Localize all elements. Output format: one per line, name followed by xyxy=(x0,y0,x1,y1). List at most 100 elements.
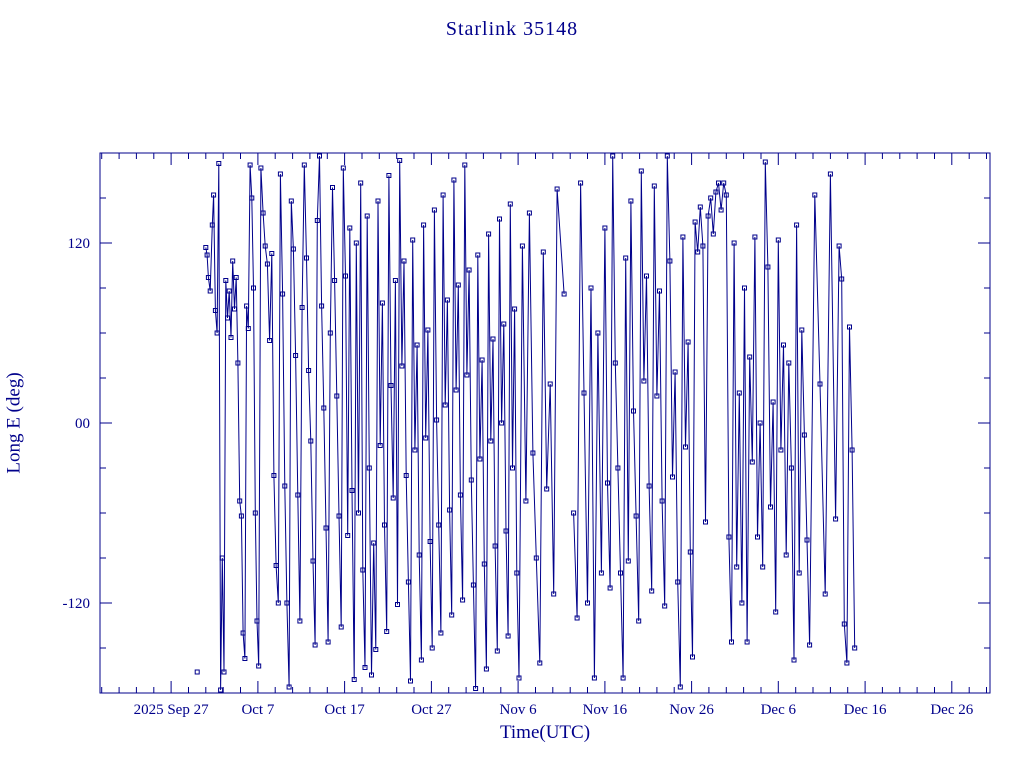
data-point-marker xyxy=(252,510,258,516)
x-tick-label: Nov 16 xyxy=(583,702,628,718)
data-point-marker xyxy=(405,579,411,585)
data-point-marker xyxy=(212,308,218,313)
data-point-marker xyxy=(308,438,314,444)
data-point-marker xyxy=(773,609,779,615)
data-point-marker xyxy=(334,393,340,399)
data-point-marker xyxy=(791,657,797,663)
data-point-marker xyxy=(366,465,372,471)
data-point-marker xyxy=(654,393,660,399)
data-point-marker xyxy=(314,218,320,223)
data-point-marker xyxy=(571,510,577,516)
series-line xyxy=(205,155,856,691)
data-point-marker xyxy=(499,420,505,426)
data-point-marker xyxy=(503,528,509,534)
data-point-marker xyxy=(721,180,727,186)
data-point-marker xyxy=(641,378,647,384)
data-point-marker xyxy=(847,324,852,330)
data-point-marker xyxy=(554,186,560,192)
data-point-marker xyxy=(618,570,623,576)
data-point-marker xyxy=(833,516,839,522)
data-point-marker xyxy=(731,240,737,246)
data-point-marker xyxy=(247,162,253,168)
data-point-marker xyxy=(841,621,847,627)
data-point-marker xyxy=(277,171,283,177)
data-point-marker xyxy=(705,213,711,219)
data-point-marker xyxy=(514,570,520,576)
data-point-marker xyxy=(416,552,422,558)
data-point-marker xyxy=(377,443,383,448)
data-point-marker xyxy=(718,207,724,213)
data-point-marker xyxy=(757,420,763,426)
data-point-marker xyxy=(228,335,234,340)
data-point-marker xyxy=(473,686,479,691)
data-point-marker xyxy=(216,161,222,166)
data-point-marker xyxy=(497,216,502,222)
data-point-marker xyxy=(451,177,457,183)
data-point-marker xyxy=(852,645,858,651)
data-point-marker xyxy=(638,168,644,174)
data-point-marker xyxy=(431,207,437,213)
data-point-marker xyxy=(804,537,810,543)
data-point-marker xyxy=(591,675,597,681)
y-tick-label: 00 xyxy=(75,416,90,432)
axis-tick-labels: 2025 Sep 27 Oct 7 Oct 17 Oct 27 Nov 6 Nov 16 N… xyxy=(63,236,974,718)
data-point-marker xyxy=(338,624,344,630)
data-point-marker xyxy=(284,600,290,606)
data-point-marker xyxy=(297,618,303,624)
data-point-marker xyxy=(269,251,275,256)
data-point-marker xyxy=(695,249,701,255)
data-point-marker xyxy=(734,564,740,570)
data-point-marker xyxy=(488,438,494,444)
data-point-marker xyxy=(631,408,636,414)
data-point-marker xyxy=(464,372,470,378)
data-point-marker xyxy=(221,669,227,675)
data-point-marker xyxy=(233,275,239,280)
data-point-marker xyxy=(403,473,409,478)
data-point-marker xyxy=(203,245,209,250)
data-point-marker xyxy=(612,360,618,366)
data-point-marker xyxy=(507,201,513,207)
data-point-marker xyxy=(373,647,379,652)
data-point-marker xyxy=(306,368,312,373)
data-point-marker xyxy=(336,513,342,519)
x-tick-label: Nov 26 xyxy=(669,702,714,718)
data-point-marker xyxy=(723,192,729,198)
data-point-marker xyxy=(254,618,260,624)
data-point-marker xyxy=(540,249,546,255)
data-point-marker xyxy=(444,297,450,303)
data-point-marker xyxy=(267,338,273,343)
data-point-marker xyxy=(551,591,557,597)
data-point-marker xyxy=(275,600,281,606)
data-point-marker xyxy=(460,597,466,603)
data-point-marker xyxy=(223,278,229,283)
data-point-marker xyxy=(312,642,318,648)
data-point-marker xyxy=(747,354,753,360)
data-point-marker xyxy=(479,357,485,363)
data-point-marker xyxy=(347,225,353,231)
data-point-marker xyxy=(477,456,483,462)
data-point-marker xyxy=(207,288,213,294)
data-point-marker xyxy=(321,405,327,411)
data-point-marker xyxy=(386,173,392,178)
data-point-marker xyxy=(817,381,823,387)
data-point-marker xyxy=(204,252,210,258)
data-point-marker xyxy=(849,447,855,453)
data-point-marker xyxy=(794,222,800,228)
data-point-marker xyxy=(544,486,550,492)
data-point-marker xyxy=(486,231,492,237)
data-point-marker xyxy=(427,539,433,544)
data-point-marker xyxy=(462,162,468,168)
data-point-marker xyxy=(651,183,657,189)
data-point-marker xyxy=(547,381,553,387)
data-point-marker xyxy=(434,417,440,423)
data-point-marker xyxy=(353,240,359,246)
data-point-marker xyxy=(494,648,500,654)
data-point-marker xyxy=(523,498,529,504)
data-point-marker xyxy=(453,387,459,393)
data-point-marker xyxy=(501,321,507,327)
data-point-marker xyxy=(295,492,301,498)
x-axis-label: Time(UTC) xyxy=(499,722,591,743)
data-point-marker xyxy=(293,353,299,358)
data-point-marker xyxy=(330,185,335,190)
